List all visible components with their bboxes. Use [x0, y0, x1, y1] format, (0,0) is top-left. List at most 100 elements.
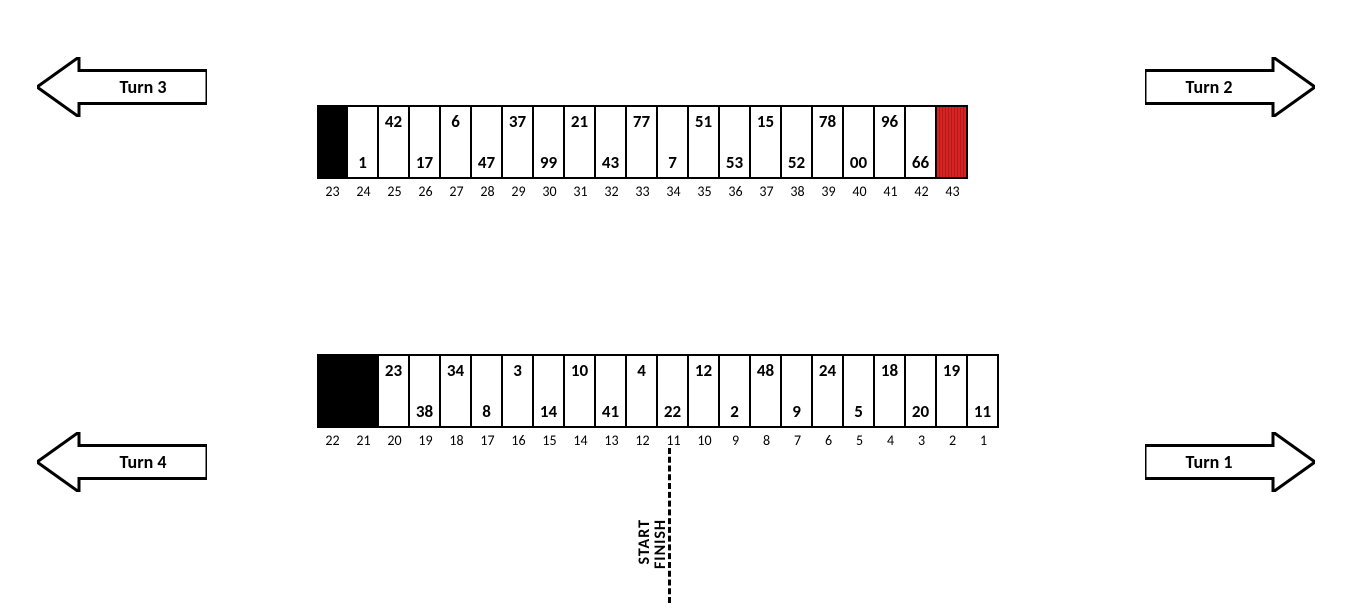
turn-label: Turn 3 [79, 57, 207, 117]
pit-stall: 15 [751, 107, 782, 177]
stall-number-bottom: 53 [720, 142, 749, 177]
stall-number-top [906, 107, 935, 142]
stall-number-bottom: 5 [844, 391, 873, 426]
stall-number-top: 24 [813, 356, 842, 391]
pit-stall: 53 [720, 107, 751, 177]
stall-index: 24 [348, 179, 379, 200]
stall-index: 3 [906, 428, 937, 449]
stall-index: 10 [689, 428, 720, 449]
stall-number-bottom [503, 391, 532, 426]
stall-number-top: 78 [813, 107, 842, 142]
stall-number-bottom [565, 142, 594, 177]
stall-number-bottom [503, 142, 532, 177]
stall-number-top [534, 107, 563, 142]
stall-number-bottom [319, 142, 346, 177]
stall-index: 18 [441, 428, 472, 449]
stall-number-bottom [379, 142, 408, 177]
stall-number-top: 34 [441, 356, 470, 391]
start-finish-label: START FINISH [637, 519, 669, 569]
stall-number-bottom [751, 391, 780, 426]
pit-stall: 3 [503, 356, 534, 426]
stall-index: 21 [348, 428, 379, 449]
pit-stall: 23 [379, 356, 410, 426]
stall-index: 14 [565, 428, 596, 449]
stall-number-bottom [813, 142, 842, 177]
stall-number-bottom: 1 [348, 142, 377, 177]
stall-number-bottom: 20 [906, 391, 935, 426]
pit-stall: 17 [410, 107, 441, 177]
stall-index: 1 [968, 428, 999, 449]
stall-number-top [472, 356, 501, 391]
stall-number-bottom [441, 391, 470, 426]
stall-index: 40 [844, 179, 875, 200]
pit-stall: 7 [658, 107, 689, 177]
stall-number-top [319, 107, 346, 142]
stall-number-top: 6 [441, 107, 470, 142]
pit-stall: 38 [410, 356, 441, 426]
stall-number-top [596, 356, 625, 391]
stall-number-bottom: 14 [534, 391, 563, 426]
pit-stall: 18 [875, 356, 906, 426]
pit-stall: 11 [968, 356, 999, 426]
stall-index: 23 [317, 179, 348, 200]
stall-number-top: 37 [503, 107, 532, 142]
stall-index: 27 [441, 179, 472, 200]
stall-number-top [410, 107, 439, 142]
stall-number-top [844, 107, 873, 142]
stall-index: 35 [689, 179, 720, 200]
pit-stall: 20 [906, 356, 937, 426]
stall-number-bottom [627, 142, 656, 177]
stall-index: 30 [534, 179, 565, 200]
stall-number-bottom [813, 391, 842, 426]
stall-index: 6 [813, 428, 844, 449]
stall-number-top [906, 356, 935, 391]
stall-number-top: 19 [937, 356, 966, 391]
stall-number-bottom [689, 391, 718, 426]
stall-index: 26 [410, 179, 441, 200]
pit-stall: 00 [844, 107, 875, 177]
stall-number-bottom: 17 [410, 142, 439, 177]
pit-stall: 10 [565, 356, 596, 426]
stall-number-top: 23 [379, 356, 408, 391]
stall-index: 17 [472, 428, 503, 449]
stall-number-top [937, 107, 966, 142]
stall-number-top [968, 356, 997, 391]
stall-index: 25 [379, 179, 410, 200]
pit-stall: 4 [627, 356, 658, 426]
stall-number-bottom: 22 [658, 391, 687, 426]
stall-number-bottom [627, 391, 656, 426]
stall-number-bottom [565, 391, 594, 426]
stall-index: 4 [875, 428, 906, 449]
pit-stall: 8 [472, 356, 503, 426]
stall-number-bottom: 43 [596, 142, 625, 177]
stall-number-bottom: 8 [472, 391, 501, 426]
stall-number-top: 12 [689, 356, 718, 391]
turn-3-arrow: Turn 3 [37, 57, 207, 117]
stall-number-top [348, 107, 377, 142]
stall-index: 19 [410, 428, 441, 449]
stall-index: 28 [472, 179, 503, 200]
pit-stall: 43 [596, 107, 627, 177]
stall-index: 43 [937, 179, 968, 200]
pit-stall: 51 [689, 107, 720, 177]
pit-stall: 19 [937, 356, 968, 426]
stall-number-bottom: 99 [534, 142, 563, 177]
stall-number-top: 96 [875, 107, 904, 142]
stall-number-top: 15 [751, 107, 780, 142]
stall-index: 5 [844, 428, 875, 449]
stall-number-bottom [441, 142, 470, 177]
stall-number-top [720, 356, 749, 391]
stall-number-bottom [937, 142, 966, 177]
pit-diagram: { "colors": { "background": "#ffffff", "… [0, 0, 1353, 615]
stall-index: 34 [658, 179, 689, 200]
pit-stall: 6 [441, 107, 472, 177]
stall-number-top: 42 [379, 107, 408, 142]
turn-label: Turn 1 [1145, 432, 1273, 492]
pit-row-bottom: 2338348314104142212248924518201911222120… [317, 354, 999, 449]
pit-stall: 5 [844, 356, 875, 426]
stall-number-bottom: 7 [658, 142, 687, 177]
stall-index: 22 [317, 428, 348, 449]
pit-stall: 14 [534, 356, 565, 426]
pit-stall [317, 107, 348, 177]
stall-index: 33 [627, 179, 658, 200]
